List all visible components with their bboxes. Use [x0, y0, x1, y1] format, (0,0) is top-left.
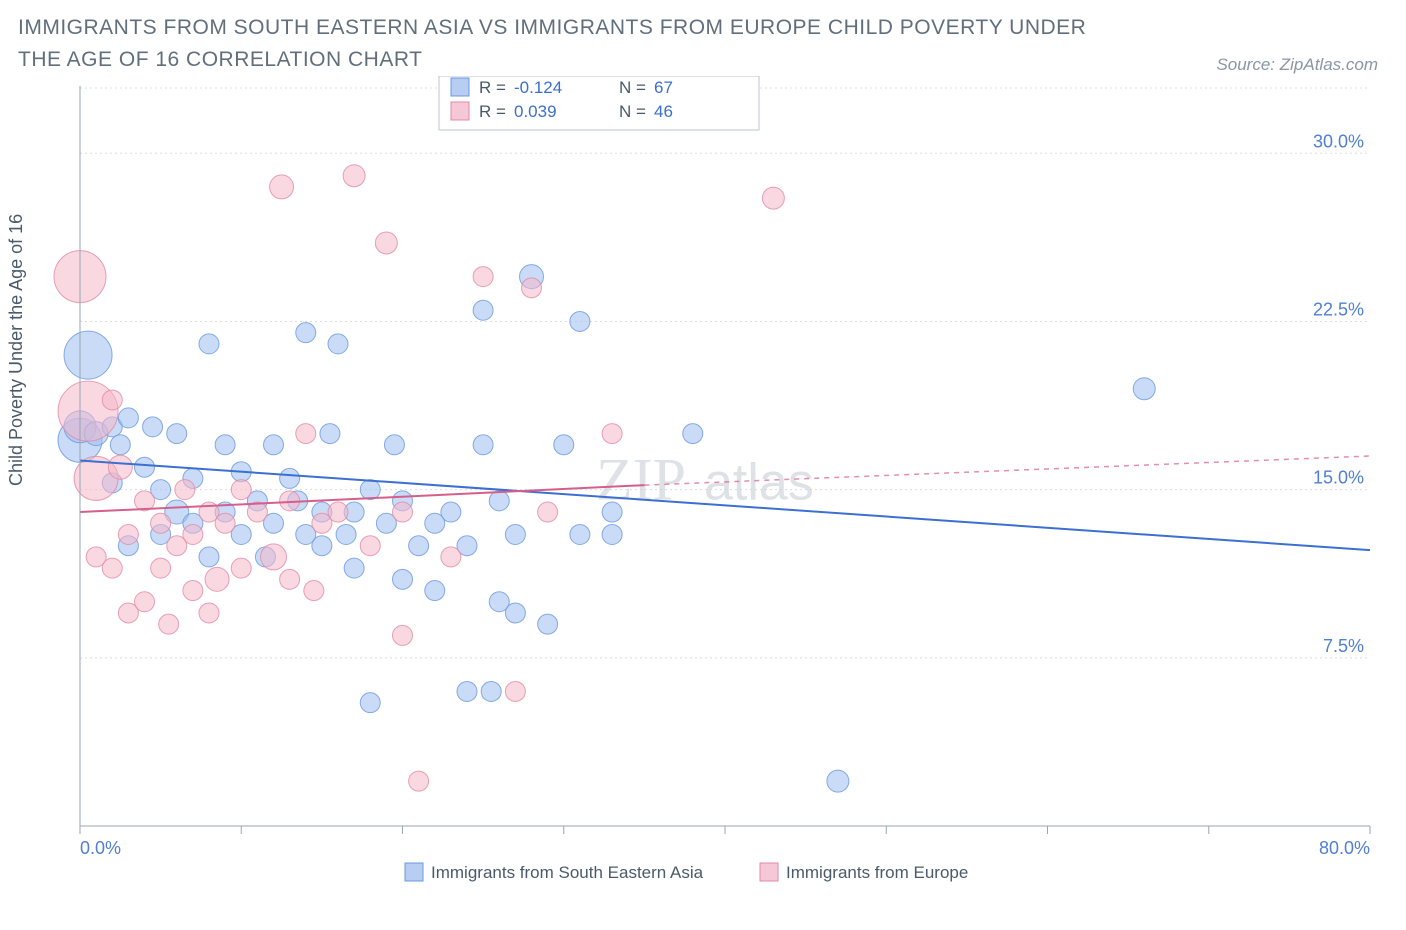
data-point	[199, 334, 219, 354]
data-point	[683, 424, 703, 444]
data-point	[183, 581, 203, 601]
data-point	[425, 581, 445, 601]
y-axis-label: Child Poverty Under the Age of 16	[6, 214, 27, 486]
svg-text:N =: N =	[619, 78, 646, 97]
svg-text:46: 46	[654, 102, 673, 121]
data-point	[360, 536, 380, 556]
data-point	[522, 278, 542, 298]
data-point	[1133, 378, 1155, 400]
data-point	[231, 558, 251, 578]
data-point	[409, 771, 429, 791]
data-point	[118, 524, 138, 544]
data-point	[473, 435, 493, 455]
data-point	[261, 544, 287, 570]
data-point	[409, 536, 429, 556]
data-point	[505, 603, 525, 623]
data-point	[167, 424, 187, 444]
data-point	[280, 468, 300, 488]
data-point	[199, 547, 219, 567]
data-point	[827, 770, 849, 792]
data-point	[151, 513, 171, 533]
data-point	[602, 424, 622, 444]
data-point	[215, 513, 235, 533]
data-point	[441, 547, 461, 567]
data-point	[344, 558, 364, 578]
data-point	[215, 435, 235, 455]
svg-text:80.0%: 80.0%	[1319, 838, 1370, 858]
data-point	[108, 455, 132, 479]
data-point	[762, 187, 784, 209]
data-point	[64, 331, 112, 379]
data-point	[231, 480, 251, 500]
data-point	[175, 480, 195, 500]
data-point	[320, 424, 340, 444]
legend-swatch	[760, 863, 778, 881]
data-point	[393, 502, 413, 522]
data-point	[505, 681, 525, 701]
data-point	[457, 681, 477, 701]
svg-text:0.039: 0.039	[514, 102, 557, 121]
data-point	[505, 524, 525, 544]
data-point	[393, 569, 413, 589]
svg-text:67: 67	[654, 78, 673, 97]
data-point	[151, 558, 171, 578]
scatter-chart: 7.5%15.0%22.5%30.0%ZIPatlas0.0%80.0%R =-…	[45, 76, 1375, 896]
data-point	[602, 524, 622, 544]
svg-text:N =: N =	[619, 102, 646, 121]
data-point	[247, 502, 267, 522]
data-point	[375, 232, 397, 254]
data-point	[143, 417, 163, 437]
data-point	[102, 558, 122, 578]
data-point	[384, 435, 404, 455]
svg-text:R =: R =	[479, 78, 506, 97]
data-point	[538, 614, 558, 634]
legend-swatch	[405, 863, 423, 881]
svg-text:R =: R =	[479, 102, 506, 121]
data-point	[360, 480, 380, 500]
data-point	[135, 592, 155, 612]
data-point	[336, 524, 356, 544]
data-point	[570, 524, 590, 544]
data-point	[159, 614, 179, 634]
data-point	[489, 491, 509, 511]
data-point	[312, 536, 332, 556]
data-point	[118, 408, 138, 428]
data-point	[264, 435, 284, 455]
data-point	[393, 625, 413, 645]
data-point	[183, 524, 203, 544]
chart-title: IMMIGRANTS FROM SOUTH EASTERN ASIA VS IM…	[18, 12, 1118, 75]
data-point	[360, 693, 380, 713]
data-point	[304, 581, 324, 601]
data-point	[473, 267, 493, 287]
data-point	[102, 390, 122, 410]
svg-text:0.0%: 0.0%	[80, 838, 121, 858]
svg-text:15.0%: 15.0%	[1313, 468, 1364, 488]
svg-text:atlas: atlas	[704, 454, 814, 512]
svg-text:22.5%: 22.5%	[1313, 299, 1364, 319]
data-point	[441, 502, 461, 522]
data-point	[135, 457, 155, 477]
data-point	[199, 603, 219, 623]
data-point	[602, 502, 622, 522]
source-label: Source: ZipAtlas.com	[1216, 55, 1378, 75]
legend-label: Immigrants from Europe	[786, 863, 968, 882]
data-point	[343, 165, 365, 187]
data-point	[110, 435, 130, 455]
svg-text:-0.124: -0.124	[514, 78, 562, 97]
data-point	[205, 567, 229, 591]
data-point	[270, 175, 294, 199]
data-point	[473, 300, 493, 320]
data-point	[570, 311, 590, 331]
legend-label: Immigrants from South Eastern Asia	[431, 863, 704, 882]
data-point	[554, 435, 574, 455]
data-point	[328, 334, 348, 354]
data-point	[328, 502, 348, 522]
data-point	[296, 424, 316, 444]
data-point	[296, 323, 316, 343]
svg-text:7.5%: 7.5%	[1323, 636, 1364, 656]
data-point	[280, 569, 300, 589]
svg-text:30.0%: 30.0%	[1313, 131, 1364, 151]
data-point	[538, 502, 558, 522]
data-point	[481, 681, 501, 701]
